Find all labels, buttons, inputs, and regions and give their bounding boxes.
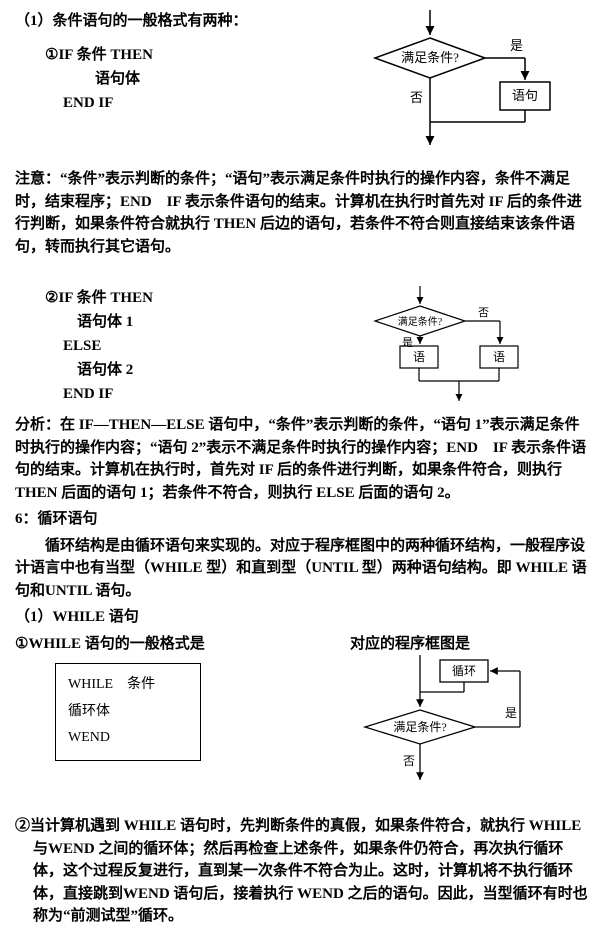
s3-p3-wrap: ②当计算机遇到 WHILE 语句时，先判断条件的真假，如果条件符合，就执行 WH… <box>15 815 590 928</box>
s2-analysis: 分析：在 IF—THEN—ELSE 语句中，“条件”表示判断的条件，“语句 1”… <box>15 414 590 504</box>
s2-code5: END IF <box>15 382 310 406</box>
yes-label-2: 是 <box>402 336 413 349</box>
box3: WEND <box>68 725 188 752</box>
s3-h1: 6：循环语句 <box>15 508 590 531</box>
s3-p2c: 对应的程序框图是 <box>310 633 590 656</box>
s3-p3: ②当计算机遇到 WHILE 语句时，先判断条件的真假，如果条件符合，就执行 WH… <box>15 815 590 928</box>
stmt1-label: 语 <box>413 350 425 364</box>
s1-code3: END IF <box>15 91 310 115</box>
s3-num: ① <box>15 633 28 656</box>
loop-label: 循环 <box>452 664 476 678</box>
s1-code2: 语句体 <box>15 67 310 91</box>
while-cond: 满足条件? <box>393 720 446 734</box>
section-1: （1）条件语句的一般格式有两种： ①IF 条件 THEN 语句体 END IF … <box>15 10 590 150</box>
section-1-text: （1）条件语句的一般格式有两种： ①IF 条件 THEN 语句体 END IF <box>15 10 310 150</box>
section-2: ②IF 条件 THEN 语句体 1 ELSE 语句体 2 END IF 满足条件… <box>15 286 590 406</box>
section-3-row: ①WHILE 语句的一般格式是 WHILE 条件 循环体 WEND 对应的程序框… <box>15 633 590 786</box>
stmt-label: 语句 <box>512 88 538 103</box>
s1-note: 注意：“条件”表示判断的条件；“语句”表示满足条件时执行的操作内容，条件不满足时… <box>15 168 590 258</box>
s2-code3: ELSE <box>15 334 310 358</box>
diamond-label: 满足条件? <box>401 50 459 65</box>
no-label-2: 否 <box>478 307 489 319</box>
s2-code: ②IF 条件 THEN 语句体 1 ELSE 语句体 2 END IF <box>15 286 310 406</box>
s1-code1: IF 条件 THEN <box>58 47 152 63</box>
section-2-text: ②IF 条件 THEN 语句体 1 ELSE 语句体 2 END IF <box>15 286 310 406</box>
diamond-label-2: 满足条件? <box>398 315 443 328</box>
while-yes: 是 <box>505 706 517 720</box>
s3-right: 对应的程序框图是 循环 满足条件? 是 否 <box>310 633 590 786</box>
s1-code: ①IF 条件 THEN 语句体 END IF <box>15 43 310 115</box>
yes-label: 是 <box>510 38 523 53</box>
s1-num: ① <box>45 43 58 67</box>
s2-diagram: 满足条件? 否 是 语 语 <box>310 286 590 406</box>
no-label: 否 <box>410 90 423 105</box>
s1-title: （1）条件语句的一般格式有两种： <box>15 10 310 33</box>
s2-code1: IF 条件 THEN <box>58 290 152 306</box>
box1: WHILE 条件 <box>68 672 188 699</box>
s3-p2-line: ①WHILE 语句的一般格式是 <box>15 633 310 656</box>
flowchart-while: 循环 满足条件? 是 否 <box>310 655 590 785</box>
s2-code4: 语句体 2 <box>15 358 310 382</box>
stmt2-label: 语 <box>493 350 505 364</box>
s1-diagram: 满足条件? 是 语句 否 <box>310 10 590 150</box>
s3-left: ①WHILE 语句的一般格式是 WHILE 条件 循环体 WEND <box>15 633 310 786</box>
while-syntax-box: WHILE 条件 循环体 WEND <box>55 663 201 761</box>
s3-h2: （1）WHILE 语句 <box>15 606 590 629</box>
while-no: 否 <box>403 754 415 768</box>
flowchart-if-then: 满足条件? 是 语句 否 <box>310 10 590 150</box>
flowchart-if-else: 满足条件? 否 是 语 语 <box>310 286 590 406</box>
s2-num: ② <box>45 286 58 310</box>
box2: 循环体 <box>68 699 188 726</box>
s2-code2: 语句体 1 <box>15 310 310 334</box>
s3-p1: 循环结构是由循环语句来实现的。对应于程序框图中的两种循环结构，一般程序设计语言中… <box>15 535 590 603</box>
s3-p2b: WHILE 语句的一般格式是 <box>28 636 204 652</box>
